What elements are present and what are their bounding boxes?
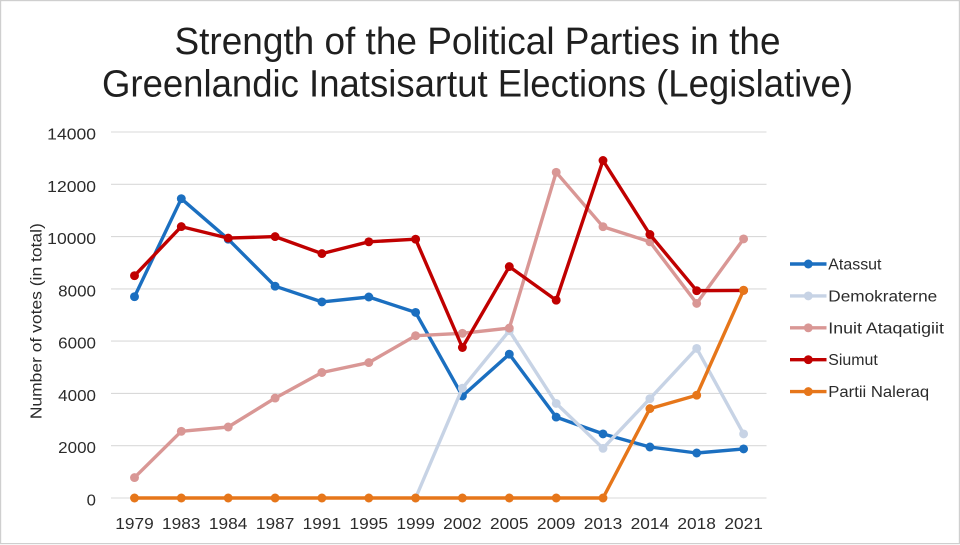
svg-text:12000: 12000 <box>47 179 96 196</box>
svg-text:Number of votes (in total): Number of votes (in total) <box>29 223 46 419</box>
svg-text:2005: 2005 <box>490 516 529 533</box>
svg-text:Inuit Ataqatigiit: Inuit Ataqatigiit <box>828 320 944 337</box>
svg-text:4000: 4000 <box>58 388 96 405</box>
svg-text:Atassut: Atassut <box>828 257 882 274</box>
svg-text:2014: 2014 <box>631 516 670 533</box>
svg-text:1984: 1984 <box>209 516 248 533</box>
svg-text:2013: 2013 <box>584 516 623 533</box>
svg-text:14000: 14000 <box>47 127 96 144</box>
svg-text:Siumut: Siumut <box>828 352 878 369</box>
svg-text:1999: 1999 <box>396 516 435 533</box>
svg-text:Greenlandic Inatsisartut Elect: Greenlandic Inatsisartut Elections (Legi… <box>102 64 853 106</box>
svg-text:1991: 1991 <box>303 516 342 533</box>
svg-text:1983: 1983 <box>162 516 201 533</box>
svg-text:Strength of the Political Part: Strength of the Political Parties in the <box>175 21 781 63</box>
svg-text:2018: 2018 <box>677 516 716 533</box>
svg-text:2009: 2009 <box>537 516 576 533</box>
svg-text:1987: 1987 <box>256 516 295 533</box>
svg-text:Partii Naleraq: Partii Naleraq <box>828 384 929 401</box>
svg-text:1995: 1995 <box>350 516 389 533</box>
svg-text:Demokraterne: Demokraterne <box>828 288 937 305</box>
svg-text:6000: 6000 <box>58 336 96 353</box>
svg-text:10000: 10000 <box>47 231 96 248</box>
svg-text:2002: 2002 <box>443 516 482 533</box>
svg-text:2021: 2021 <box>724 516 763 533</box>
svg-text:1979: 1979 <box>115 516 154 533</box>
svg-text:0: 0 <box>87 493 96 510</box>
svg-text:2000: 2000 <box>58 440 96 457</box>
svg-text:8000: 8000 <box>58 283 96 300</box>
